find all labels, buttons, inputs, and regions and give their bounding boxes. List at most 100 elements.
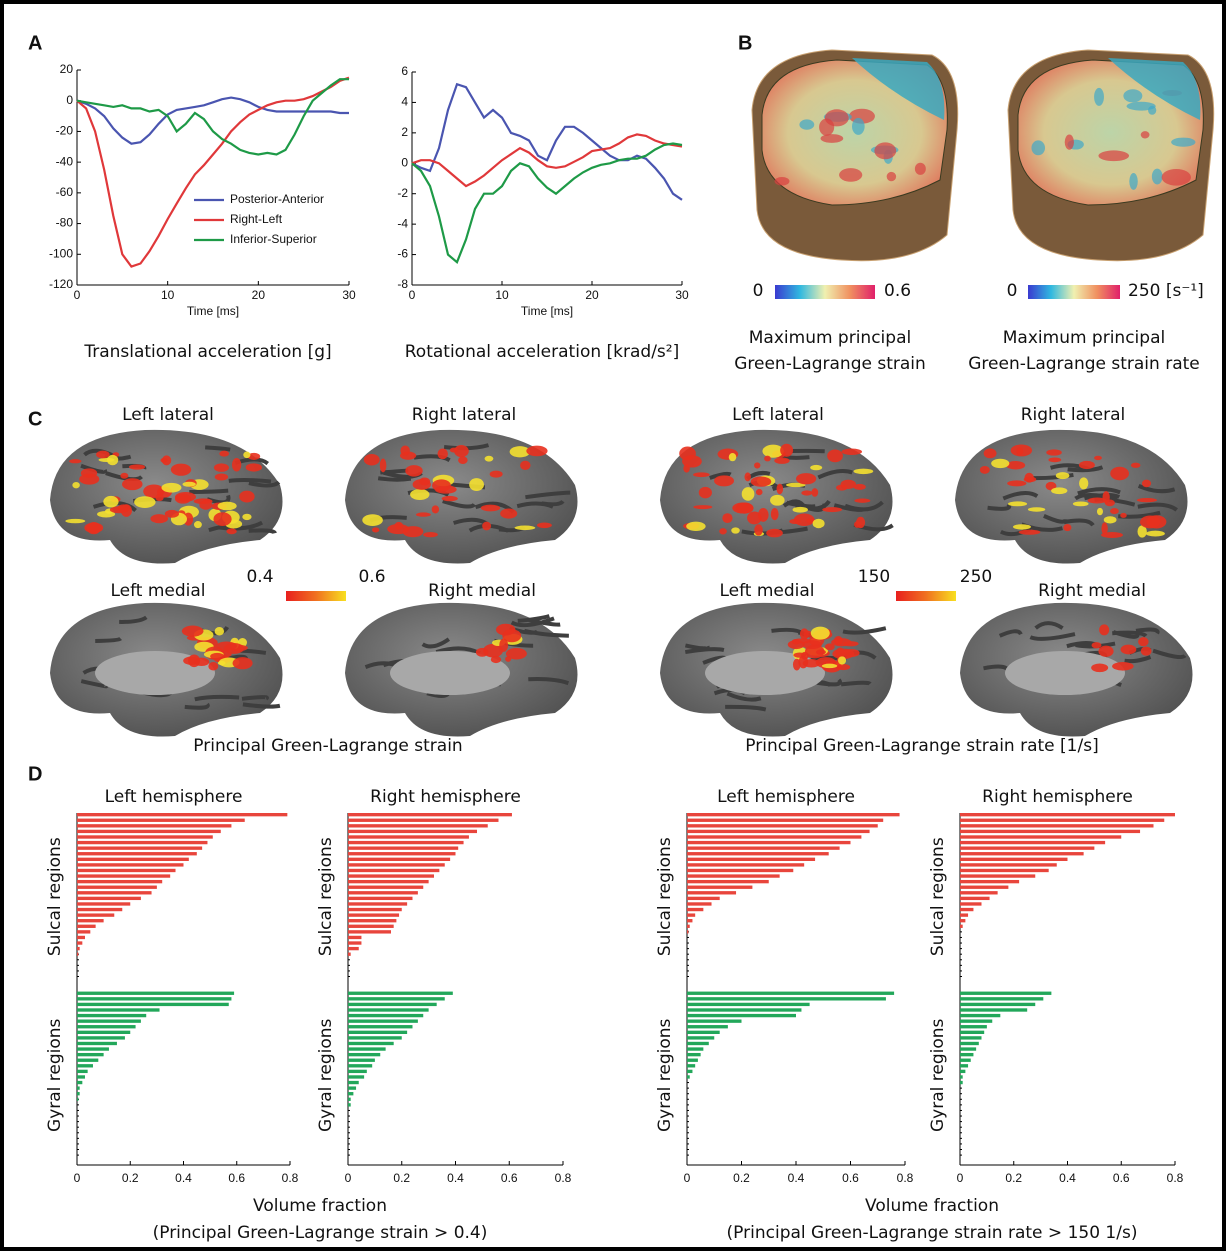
activation: [215, 627, 224, 636]
bar: [687, 997, 886, 1000]
view-label: Left lateral: [732, 405, 824, 425]
bar: [348, 941, 361, 944]
bar: [77, 941, 82, 944]
activation: [793, 507, 808, 513]
activation: [991, 459, 1009, 468]
activation: [129, 464, 145, 469]
bar: [77, 930, 90, 933]
colorbar-max: 0.6: [884, 281, 911, 301]
activation: [400, 445, 410, 455]
bar: [77, 1047, 109, 1050]
bar: [960, 1075, 963, 1078]
activation: [442, 496, 458, 501]
bar: [348, 919, 396, 922]
activation: [838, 656, 846, 664]
bar: [687, 830, 870, 833]
activation: [243, 451, 250, 458]
activation: [380, 458, 387, 472]
bar: [960, 1070, 965, 1073]
bar: [960, 891, 998, 894]
bar: [77, 1081, 82, 1084]
bar: [687, 874, 780, 877]
bar: [960, 997, 1043, 1000]
x-tick-label: 0.2: [1005, 1171, 1022, 1185]
activation: [1016, 447, 1023, 455]
bar: [77, 953, 78, 956]
activation: [774, 457, 789, 463]
bar: [348, 824, 488, 827]
sulcus: [205, 447, 230, 449]
bar: [960, 852, 1084, 855]
bar: [77, 1014, 146, 1017]
activation: [160, 458, 167, 463]
x-axis-label: Volume fraction: [253, 1196, 387, 1216]
activation: [1094, 456, 1102, 460]
bar: [77, 1059, 98, 1062]
bar: [348, 1064, 372, 1067]
bar: [77, 830, 221, 833]
activation: [801, 652, 809, 660]
x-axis-label: Time [ms]: [187, 304, 239, 318]
bar: [77, 1098, 78, 1101]
activation: [854, 498, 870, 502]
activation: [1121, 645, 1137, 655]
activation: [219, 451, 229, 457]
activation: [226, 528, 236, 534]
activation: [827, 449, 843, 462]
y-tick-label: 0: [401, 155, 408, 169]
activation: [476, 648, 489, 657]
activation: [155, 494, 163, 501]
activation: [450, 448, 458, 453]
bar: [960, 846, 1094, 849]
colorbar-min: 0: [1007, 281, 1018, 301]
strain-spot: [1152, 169, 1163, 185]
view-label: Left lateral: [122, 405, 214, 425]
bar: [687, 1031, 720, 1034]
panel-label: A: [28, 32, 42, 54]
activation: [79, 474, 99, 485]
bar: [348, 813, 512, 816]
activation: [72, 482, 79, 488]
activation: [432, 479, 451, 491]
activation: [822, 664, 837, 668]
activation: [215, 474, 228, 481]
activation: [165, 510, 179, 518]
bar: [348, 1008, 429, 1011]
strain-spot: [874, 142, 896, 159]
bar: [77, 1003, 229, 1006]
activation: [213, 512, 231, 526]
bar: [77, 947, 80, 950]
bar: [348, 1070, 367, 1073]
x-tick-label: 0.4: [1059, 1171, 1076, 1185]
activation: [1079, 477, 1088, 489]
strain-spot: [1094, 88, 1104, 106]
legend-label: Posterior-Anterior: [230, 192, 324, 206]
bar: [960, 925, 963, 928]
activation: [1146, 515, 1166, 528]
bar: [687, 824, 878, 827]
activation: [1141, 646, 1152, 655]
strain-spot: [1129, 173, 1138, 190]
activation: [843, 649, 860, 657]
bar: [77, 902, 130, 905]
activation: [481, 505, 500, 512]
chart-title: Left hemisphere: [717, 787, 855, 807]
bar: [77, 874, 170, 877]
view-label: Right lateral: [1021, 405, 1126, 425]
corpus: [1005, 651, 1125, 695]
activation: [771, 508, 779, 520]
bar: [77, 1070, 88, 1073]
activation: [1146, 531, 1165, 537]
bar: [687, 913, 695, 916]
bar: [348, 947, 359, 950]
bar: [687, 891, 736, 894]
x-tick-label: 0.4: [788, 1171, 805, 1185]
bar: [687, 880, 769, 883]
activation: [788, 640, 805, 649]
activation: [1046, 449, 1062, 455]
bar: [960, 1047, 976, 1050]
bar: [960, 886, 1008, 889]
y-group-label: Sulcal regions: [45, 837, 65, 956]
strain-spot: [775, 177, 790, 186]
bar: [77, 997, 231, 1000]
